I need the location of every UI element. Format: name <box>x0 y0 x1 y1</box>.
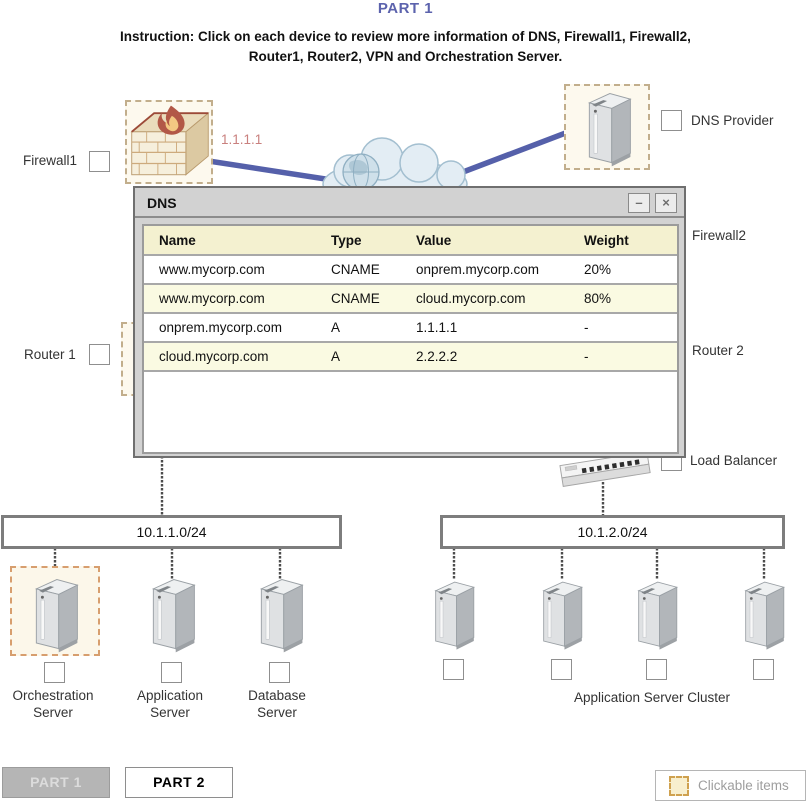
cluster-label: Application Server Cluster <box>573 690 731 705</box>
close-button[interactable]: × <box>655 193 677 213</box>
firewall2-label: Firewall2 <box>692 228 747 243</box>
table-row: onprem.mycorp.com A 1.1.1.1 - <box>144 314 677 343</box>
table-row: www.mycorp.com CNAME cloud.mycorp.com 80… <box>144 285 677 314</box>
firewall1-ip: 1.1.1.1 <box>221 132 263 147</box>
server-tower-icon <box>588 93 631 167</box>
orchestration-server-checkbox[interactable] <box>44 662 65 683</box>
cluster-server-1-checkbox[interactable] <box>443 659 464 680</box>
cluster-server-3-icon <box>630 578 682 652</box>
dns-dialog-title: DNS <box>147 195 177 211</box>
part1-button[interactable]: PART 1 <box>2 767 110 798</box>
dns-provider-checkbox[interactable] <box>661 110 682 131</box>
database-server-icon <box>252 575 308 655</box>
instruction-line-2: Router1, Router2, VPN and Orchestration … <box>248 49 563 64</box>
col-header-name: Name <box>159 232 196 248</box>
clickable-item-icon <box>669 776 689 796</box>
instruction-text: Instruction: Click on each device to rev… <box>0 27 811 67</box>
dns-records-table: Name Type Value Weight www.mycorp.com CN… <box>142 224 679 454</box>
table-header-row: Name Type Value Weight <box>144 226 677 256</box>
router1-checkbox[interactable] <box>89 344 110 365</box>
cluster-server-3-checkbox[interactable] <box>646 659 667 680</box>
instruction-line-1: Instruction: Click on each device to rev… <box>120 29 691 44</box>
minimize-button[interactable]: – <box>628 193 650 213</box>
database-server-label: Database Server <box>248 688 306 720</box>
col-header-value: Value <box>416 232 452 248</box>
application-server-icon <box>144 575 200 655</box>
cluster-server-1-icon <box>427 578 479 652</box>
clickable-items-label: Clickable items <box>698 778 789 793</box>
cluster-server-4-checkbox[interactable] <box>753 659 774 680</box>
application-server-checkbox[interactable] <box>161 662 182 683</box>
dns-dialog-titlebar[interactable]: DNS – × <box>135 188 684 218</box>
cluster-server-2-checkbox[interactable] <box>551 659 572 680</box>
dns-provider-label: DNS Provider <box>691 113 774 128</box>
database-server-checkbox[interactable] <box>269 662 290 683</box>
table-row: cloud.mycorp.com A 2.2.2.2 - <box>144 343 677 372</box>
load-balancer-label: Load Balancer <box>690 453 778 468</box>
page-title: PART 1 <box>377 0 434 17</box>
col-header-weight: Weight <box>584 232 629 248</box>
part2-button[interactable]: PART 2 <box>125 767 233 798</box>
cluster-server-4-icon <box>737 578 789 652</box>
clickable-items-legend: Clickable items <box>655 770 806 801</box>
subnet-right-box: 10.1.2.0/24 <box>440 515 785 549</box>
orchestration-server-icon[interactable] <box>27 575 83 655</box>
dns-provider-device[interactable] <box>564 84 650 170</box>
router2-label: Router 2 <box>692 343 744 358</box>
firewall1-device[interactable] <box>125 100 213 184</box>
col-header-type: Type <box>331 232 362 248</box>
orchestration-server-label: Orchestration Server <box>12 688 94 720</box>
table-row: www.mycorp.com CNAME onprem.mycorp.com 2… <box>144 256 677 285</box>
firewall1-label: Firewall1 <box>23 153 78 168</box>
subnet-left-box: 10.1.1.0/24 <box>1 515 342 549</box>
dns-dialog: DNS – × Name Type Value Weight www.mycor… <box>133 186 686 458</box>
cluster-server-2-icon <box>535 578 587 652</box>
firewall1-checkbox[interactable] <box>89 151 110 172</box>
application-server-label: Application Server <box>136 688 204 720</box>
firewall-icon <box>130 104 210 176</box>
router1-label: Router 1 <box>24 347 76 362</box>
